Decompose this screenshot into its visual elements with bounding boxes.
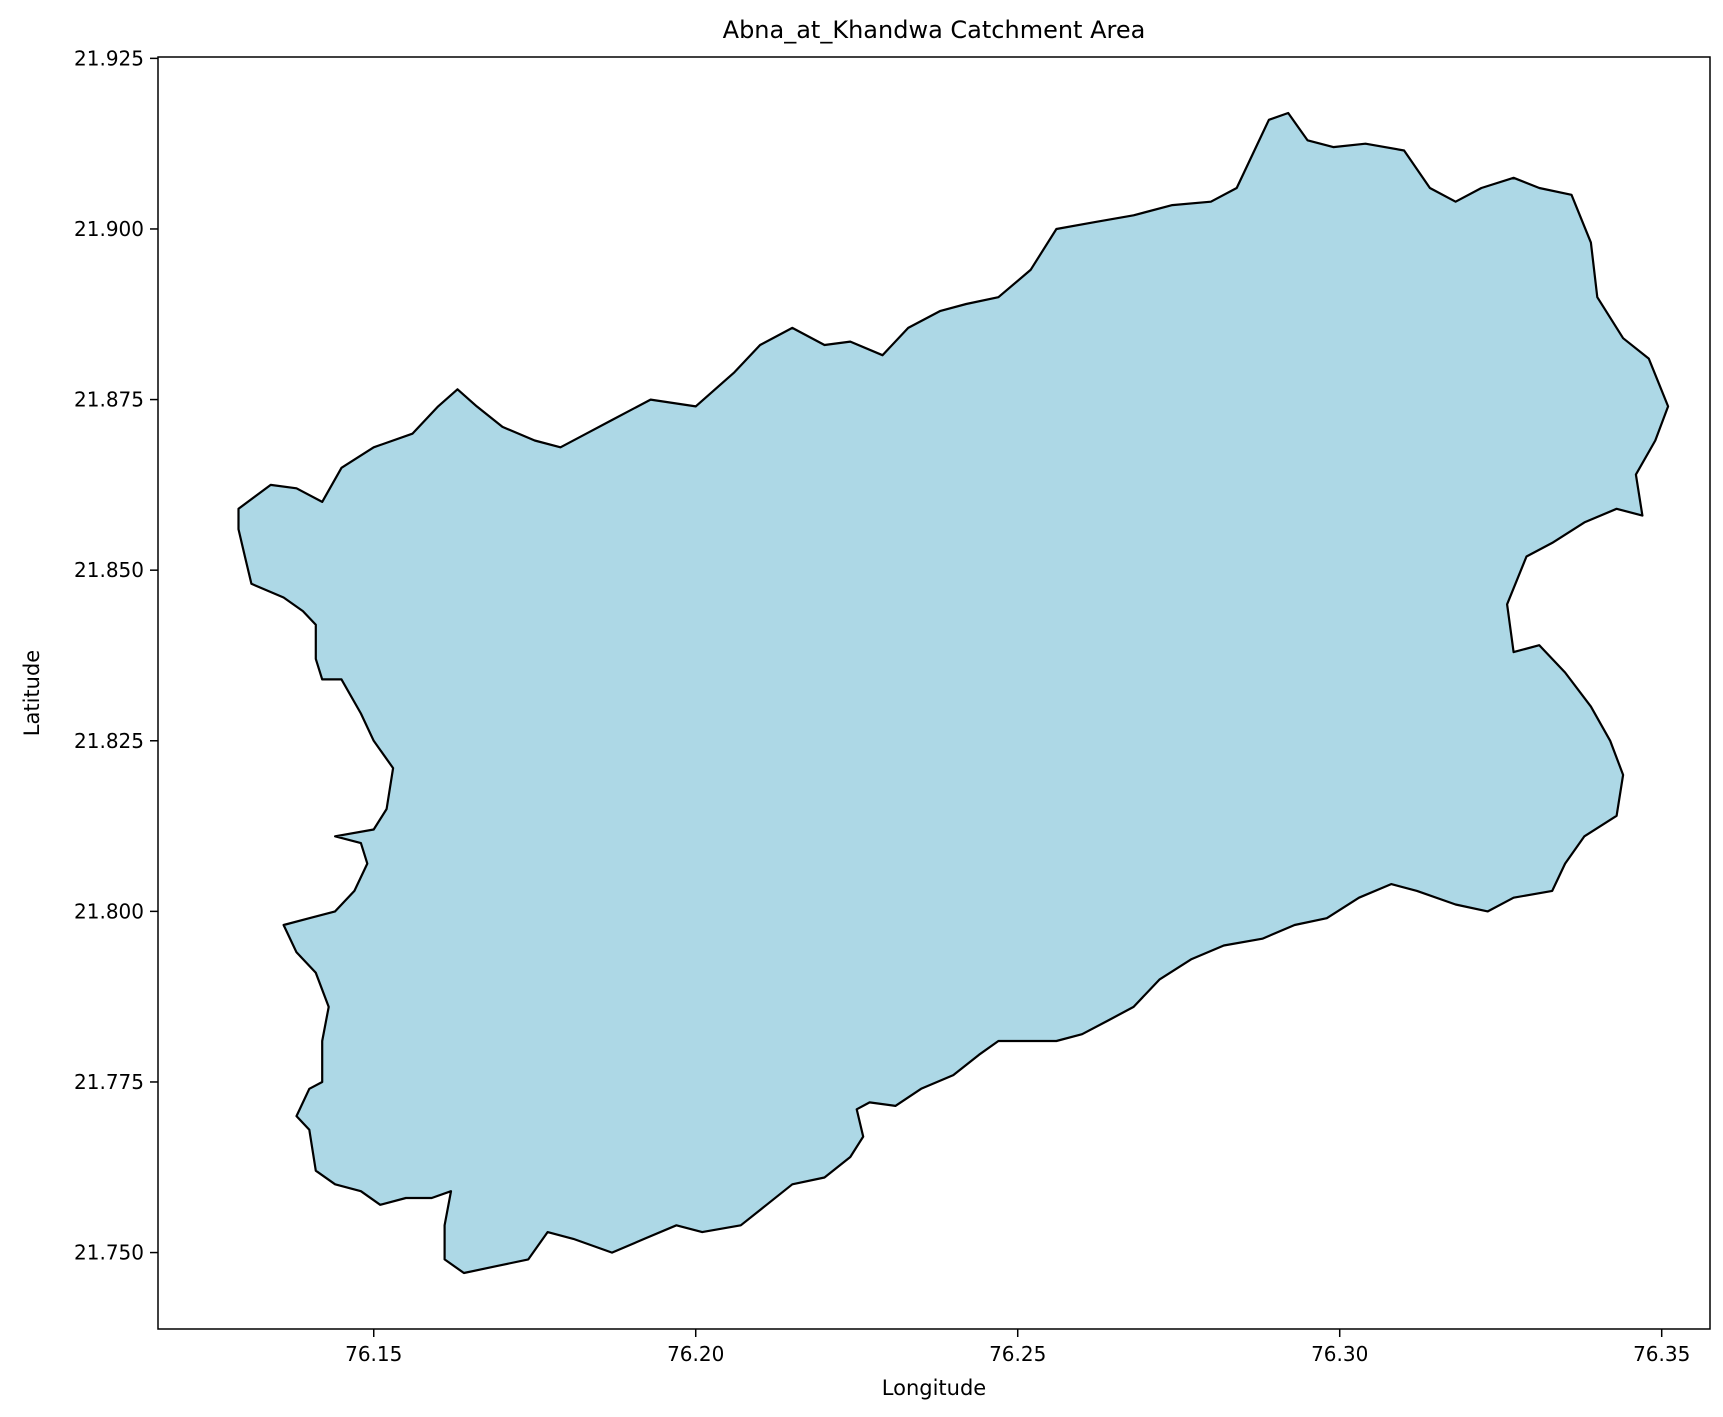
y-tick-label: 21.750 bbox=[74, 1241, 144, 1265]
x-tick-label: 76.30 bbox=[1311, 1342, 1368, 1366]
y-axis: 21.750 21.775 21.800 21.825 21.850 21.875 21.9… bbox=[74, 46, 158, 1265]
catchment-polygon bbox=[237, 111, 1670, 1275]
y-axis-label: Latitude bbox=[20, 650, 44, 736]
chart-title: Abna_at_Khandwa Catchment Area bbox=[723, 16, 1146, 44]
y-tick-label: 21.775 bbox=[74, 1070, 144, 1094]
y-tick-label: 21.800 bbox=[74, 899, 144, 923]
x-axis-label: Longitude bbox=[882, 1376, 986, 1400]
axes-frame bbox=[157, 56, 1711, 1330]
y-tick-label: 21.875 bbox=[74, 388, 144, 412]
y-tick-label: 21.850 bbox=[74, 558, 144, 582]
x-tick-label: 76.35 bbox=[1633, 1342, 1690, 1366]
x-tick-label: 76.15 bbox=[345, 1342, 402, 1366]
x-tick-label: 76.20 bbox=[667, 1342, 724, 1366]
y-tick-label: 21.925 bbox=[74, 46, 144, 70]
plot-area bbox=[157, 56, 1711, 1330]
x-tick-label: 76.25 bbox=[989, 1342, 1046, 1366]
x-axis: 76.15 76.20 76.25 76.30 76.35 bbox=[345, 1329, 1690, 1366]
y-tick-label: 21.900 bbox=[74, 217, 144, 241]
y-tick-label: 21.825 bbox=[74, 729, 144, 753]
